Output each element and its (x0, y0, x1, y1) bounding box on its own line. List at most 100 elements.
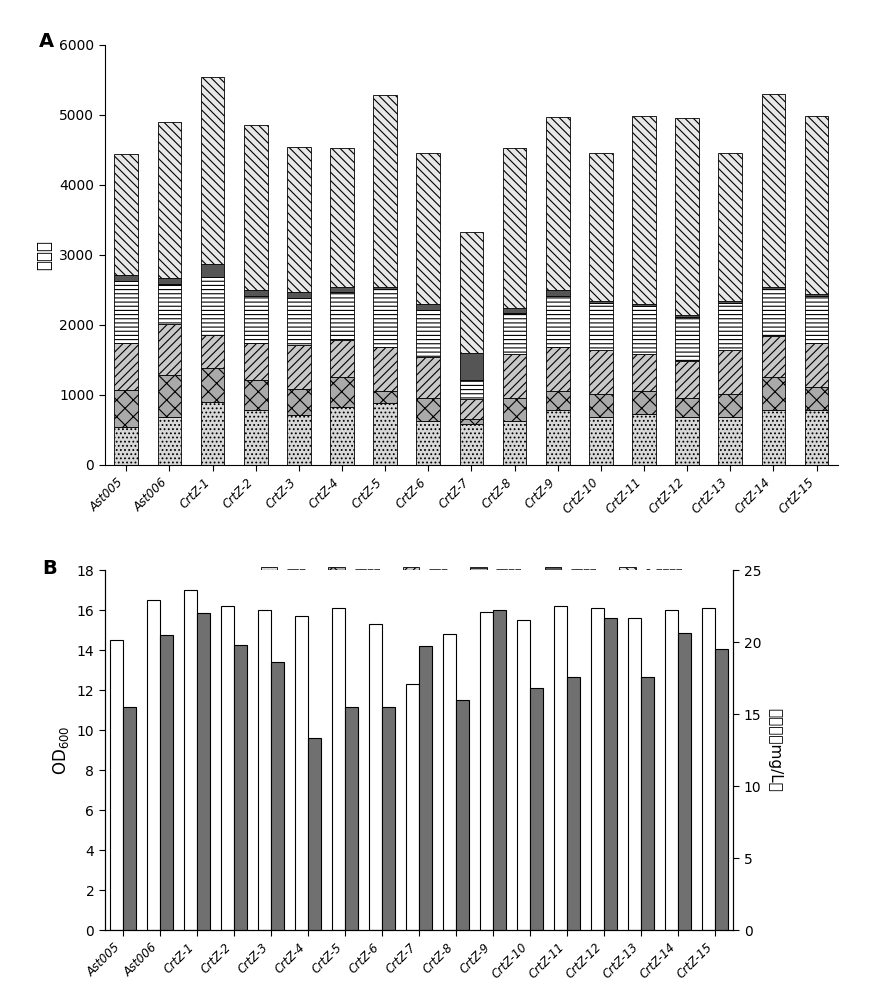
Bar (718, 350, 742, 394)
Bar (546, 290, 569, 296)
Bar (416, 398, 440, 421)
Bar (308, 738, 321, 930)
Y-axis label: 峰面积: 峰面积 (36, 240, 53, 270)
Bar (158, 122, 182, 278)
Bar (702, 608, 715, 930)
Bar (330, 377, 354, 407)
Bar (589, 350, 613, 394)
Bar (761, 336, 785, 377)
Bar (221, 606, 234, 930)
Bar (589, 394, 613, 417)
Bar (416, 310, 440, 357)
Bar (158, 375, 182, 417)
Bar (332, 608, 345, 930)
Bar (517, 620, 530, 930)
Bar (805, 343, 828, 387)
Bar (546, 410, 569, 465)
Bar (158, 284, 182, 324)
Bar (287, 147, 311, 292)
Bar (374, 286, 397, 289)
Bar (546, 347, 569, 391)
Bar (201, 368, 224, 402)
Bar (114, 342, 138, 390)
Y-axis label: 虹青素（mg/L）: 虹青素（mg/L） (767, 708, 782, 792)
Bar (234, 645, 247, 930)
Bar (567, 677, 580, 930)
Bar (330, 148, 354, 286)
Bar (503, 313, 526, 354)
Bar (675, 314, 699, 317)
Bar (805, 387, 828, 410)
Bar (715, 649, 728, 930)
Bar (330, 407, 354, 465)
Bar (628, 618, 641, 930)
Bar (382, 707, 395, 930)
Bar (554, 606, 567, 930)
Bar (161, 635, 173, 930)
Bar (805, 296, 828, 343)
Bar (761, 94, 785, 286)
Bar (632, 414, 656, 465)
Bar (201, 277, 224, 335)
Bar (374, 95, 397, 286)
Bar (459, 353, 484, 380)
Bar (761, 377, 785, 410)
Bar (416, 421, 440, 465)
Bar (641, 677, 654, 930)
Bar (287, 389, 311, 415)
Bar (589, 303, 613, 350)
Bar (201, 335, 224, 368)
Bar (761, 289, 785, 336)
Bar (459, 232, 484, 353)
Bar (761, 286, 785, 289)
Bar (258, 610, 272, 930)
Bar (419, 646, 432, 930)
Bar (244, 343, 268, 380)
Bar (272, 662, 284, 930)
Bar (416, 304, 440, 310)
Bar (416, 357, 440, 398)
Bar (244, 296, 268, 343)
Bar (530, 688, 543, 930)
Bar (503, 307, 526, 313)
Bar (374, 403, 397, 465)
Bar (406, 684, 419, 930)
Bar (184, 590, 197, 930)
Bar (718, 153, 742, 300)
Bar (675, 317, 699, 361)
Bar (374, 391, 397, 403)
Bar (546, 296, 569, 347)
Bar (287, 292, 311, 298)
Bar (589, 300, 613, 303)
Bar (805, 116, 828, 294)
Bar (287, 298, 311, 345)
Bar (459, 419, 484, 424)
Bar (114, 154, 138, 275)
Bar (632, 306, 656, 354)
Bar (761, 410, 785, 465)
Bar (493, 610, 506, 930)
Bar (158, 324, 182, 375)
Bar (546, 391, 569, 410)
Bar (330, 340, 354, 377)
Bar (604, 618, 617, 930)
Bar (632, 116, 656, 304)
Bar (632, 391, 656, 414)
Bar (546, 117, 569, 290)
Bar (244, 410, 268, 465)
Bar (718, 394, 742, 417)
Bar (459, 380, 484, 399)
Bar (589, 417, 613, 465)
Bar (503, 421, 526, 465)
Bar (201, 264, 224, 277)
Bar (675, 417, 699, 465)
Bar (503, 354, 526, 398)
Bar (244, 125, 268, 290)
Bar (589, 153, 613, 300)
Bar (330, 292, 354, 340)
Bar (148, 600, 161, 930)
Bar (114, 281, 138, 342)
Bar (805, 293, 828, 296)
Bar (369, 624, 382, 930)
Bar (114, 275, 138, 281)
